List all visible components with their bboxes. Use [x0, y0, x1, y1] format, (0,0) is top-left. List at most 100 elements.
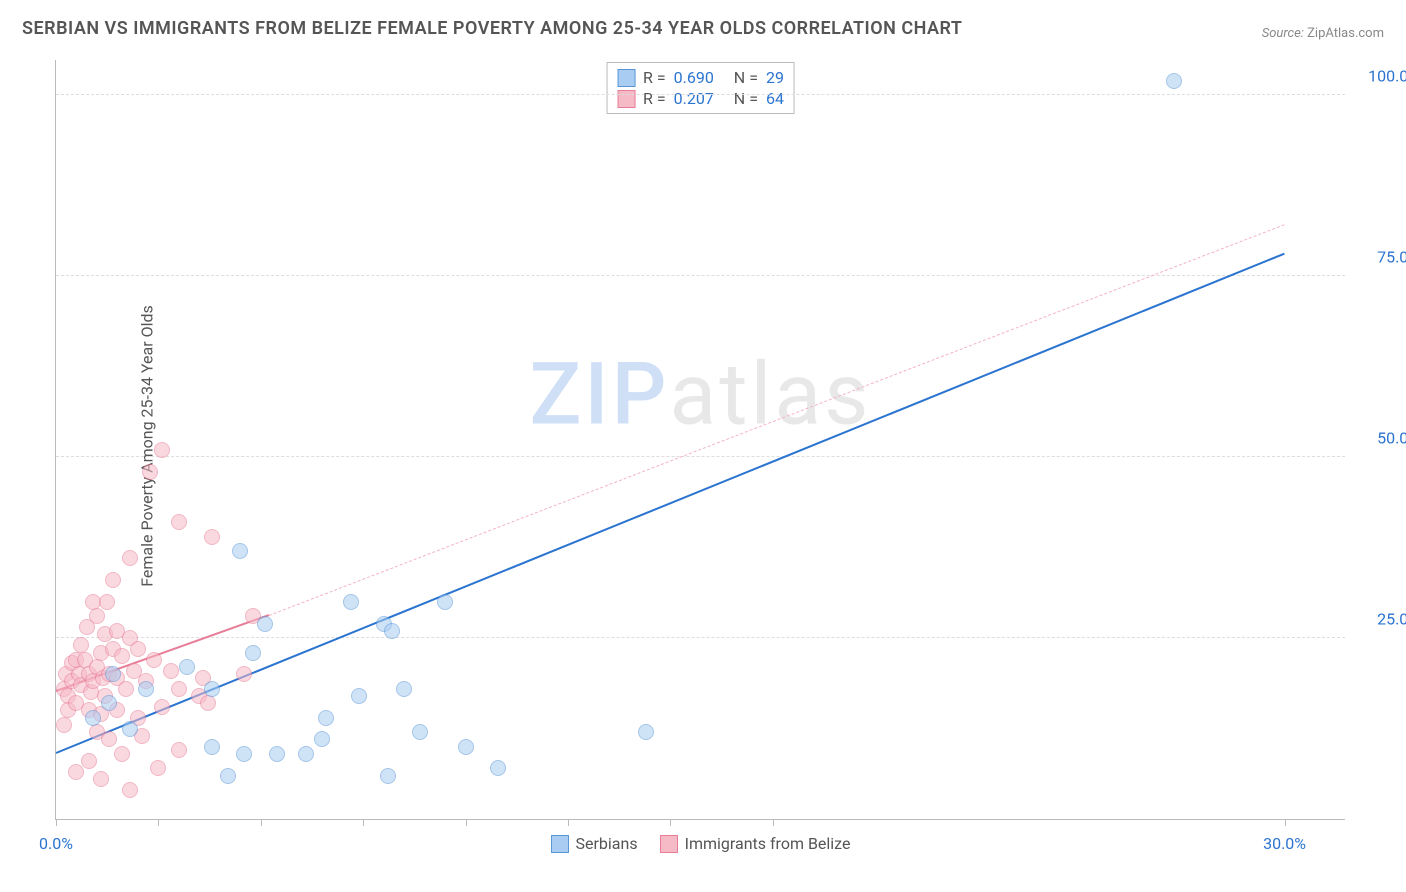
n-value-belize: 64: [766, 89, 784, 108]
data-point: [269, 746, 285, 762]
data-point: [142, 464, 158, 480]
data-point: [257, 616, 273, 632]
plot-area: ZIPatlas R = 0.690 N = 29 R = 0.207 N = …: [55, 60, 1345, 820]
xtick: [466, 819, 467, 826]
legend-label-serbians: Serbians: [576, 834, 638, 853]
data-point: [638, 724, 654, 740]
xtick-label: 30.0%: [1263, 834, 1306, 853]
data-point: [412, 724, 428, 740]
watermark: ZIPatlas: [529, 343, 871, 444]
data-point: [154, 442, 170, 458]
data-point: [93, 771, 109, 787]
data-point: [204, 529, 220, 545]
data-point: [130, 641, 146, 657]
legend-item-belize: Immigrants from Belize: [660, 834, 851, 853]
data-point: [380, 768, 396, 784]
xtick: [363, 819, 364, 826]
data-point: [1166, 73, 1182, 89]
legend-row-belize: R = 0.207 N = 64: [617, 88, 784, 109]
data-point: [232, 543, 248, 559]
data-point: [105, 572, 121, 588]
xtick: [568, 819, 569, 826]
data-point: [114, 746, 130, 762]
watermark-zip: ZIP: [529, 343, 669, 444]
xtick: [158, 819, 159, 826]
swatch-serbians-icon: [551, 835, 569, 853]
data-point: [163, 663, 179, 679]
gridline: [56, 456, 1345, 457]
data-point: [101, 731, 117, 747]
r-label: R =: [643, 68, 666, 87]
data-point: [122, 550, 138, 566]
data-point: [101, 695, 117, 711]
data-point: [99, 594, 115, 610]
xtick-label: 0.0%: [39, 834, 73, 853]
data-point: [171, 681, 187, 697]
chart-title: SERBIAN VS IMMIGRANTS FROM BELIZE FEMALE…: [22, 18, 962, 39]
source-prefix: Source:: [1262, 26, 1304, 41]
n-label: N =: [734, 89, 758, 108]
data-point: [154, 699, 170, 715]
data-point: [171, 514, 187, 530]
data-point: [437, 594, 453, 610]
xtick: [56, 819, 57, 826]
r-label: R =: [643, 89, 666, 108]
data-point: [118, 681, 134, 697]
swatch-belize: [617, 90, 635, 108]
data-point: [236, 666, 252, 682]
data-point: [220, 768, 236, 784]
legend-row-serbians: R = 0.690 N = 29: [617, 67, 784, 88]
data-point: [490, 760, 506, 776]
data-point: [204, 681, 220, 697]
data-point: [318, 710, 334, 726]
data-point: [204, 739, 220, 755]
data-point: [236, 746, 252, 762]
data-point: [85, 710, 101, 726]
data-point: [150, 760, 166, 776]
data-point: [343, 594, 359, 610]
gridline: [56, 94, 1345, 95]
data-point: [89, 608, 105, 624]
swatch-serbians: [617, 69, 635, 87]
trendline-belize-ext: [269, 225, 1285, 617]
gridline: [56, 637, 1345, 638]
xtick: [670, 819, 671, 826]
data-point: [171, 742, 187, 758]
data-point: [396, 681, 412, 697]
n-value-serbians: 29: [766, 68, 784, 87]
data-point: [458, 739, 474, 755]
source-name: ZipAtlas.com: [1307, 26, 1384, 41]
data-point: [179, 659, 195, 675]
ytick-label: 100.0%: [1350, 67, 1406, 86]
data-point: [146, 652, 162, 668]
correlation-legend: R = 0.690 N = 29 R = 0.207 N = 64: [606, 62, 795, 114]
data-point: [351, 688, 367, 704]
ytick-label: 25.0%: [1350, 610, 1406, 629]
xtick: [773, 819, 774, 826]
legend-item-serbians: Serbians: [551, 834, 638, 853]
r-value-belize: 0.207: [674, 89, 714, 108]
data-point: [73, 637, 89, 653]
chart-container: SERBIAN VS IMMIGRANTS FROM BELIZE FEMALE…: [0, 0, 1406, 892]
data-point: [314, 731, 330, 747]
legend-label-belize: Immigrants from Belize: [685, 834, 851, 853]
data-point: [81, 753, 97, 769]
xtick: [1285, 819, 1286, 826]
xtick: [261, 819, 262, 826]
data-point: [245, 645, 261, 661]
ytick-label: 50.0%: [1350, 429, 1406, 448]
swatch-belize-icon: [660, 835, 678, 853]
data-point: [298, 746, 314, 762]
data-point: [138, 681, 154, 697]
series-legend: Serbians Immigrants from Belize: [551, 834, 851, 853]
ytick-label: 75.0%: [1350, 248, 1406, 267]
data-point: [200, 695, 216, 711]
data-point: [122, 782, 138, 798]
data-point: [114, 648, 130, 664]
n-label: N =: [734, 68, 758, 87]
data-point: [384, 623, 400, 639]
data-point: [105, 666, 121, 682]
source-attribution: Source: ZipAtlas.com: [1262, 26, 1384, 41]
r-value-serbians: 0.690: [674, 68, 714, 87]
data-point: [56, 717, 72, 733]
